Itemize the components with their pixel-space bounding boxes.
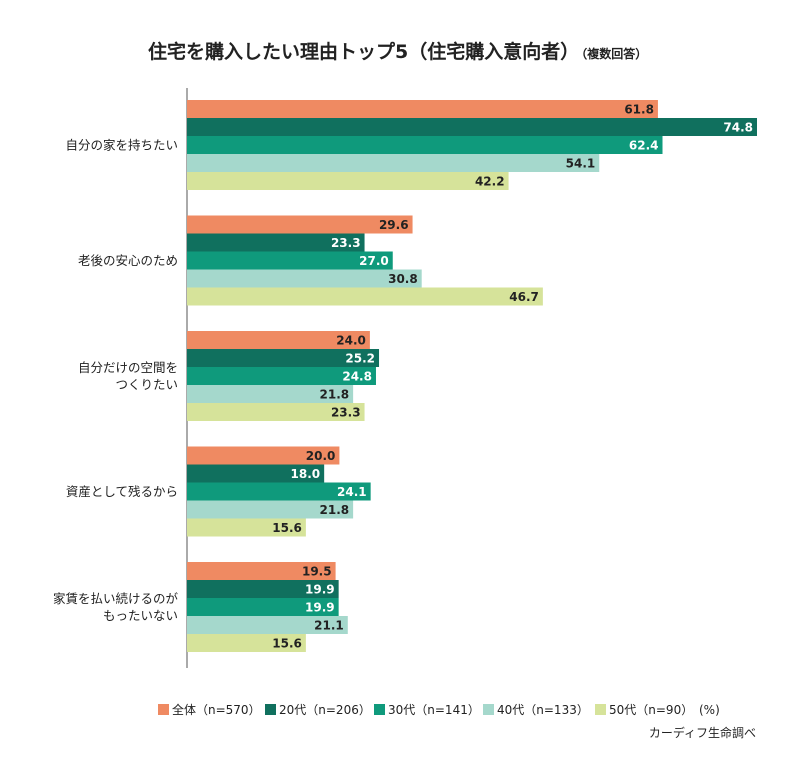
bar [187, 349, 380, 367]
bar-value-label: 21.8 [320, 503, 350, 517]
bar-value-label: 23.3 [331, 406, 361, 420]
bar [187, 215, 413, 234]
legend-label: 50代（n=90） [609, 703, 693, 717]
bar-value-label: 15.6 [272, 521, 302, 535]
chart-title: 住宅を購入したい理由トップ5（住宅購入意向者） （複数回答） [148, 40, 647, 63]
bar [187, 500, 354, 519]
bar [187, 367, 376, 385]
bar [187, 251, 393, 270]
legend-swatch [158, 704, 169, 715]
bar [187, 136, 663, 154]
bar [187, 634, 306, 652]
legend-swatch [265, 704, 276, 715]
bar [187, 518, 306, 537]
bar-value-label: 24.1 [337, 485, 367, 499]
bar [187, 118, 757, 136]
bar [187, 616, 348, 634]
category-label: 自分の家を持ちたい [65, 138, 178, 153]
bar-value-label: 24.0 [336, 334, 366, 348]
legend-label: 20代（n=206） [279, 703, 371, 717]
legend: 全体（n=570） 20代（n=206） 30代（n=141） 40代（n=133） 5… [158, 702, 693, 717]
bar [187, 100, 658, 118]
bar [187, 385, 354, 403]
chart-title-main: 住宅を購入したい理由トップ5（住宅購入意向者） [148, 40, 579, 63]
bar-value-label: 19.9 [305, 583, 335, 597]
bar [187, 269, 422, 288]
bar [187, 287, 543, 306]
bar [187, 562, 336, 580]
bar-value-label: 25.2 [345, 352, 375, 366]
legend-label: 全体（n=570） [172, 702, 261, 717]
legend-swatch [374, 704, 385, 715]
bar [187, 580, 339, 598]
bar-value-label: 30.8 [388, 272, 418, 286]
bar-value-label: 46.7 [509, 290, 539, 304]
source-label: カーディフ生命調べ [649, 725, 756, 740]
bar-value-label: 19.5 [302, 565, 332, 579]
bar-value-label: 54.1 [566, 157, 596, 171]
bar-value-label: 24.8 [342, 370, 372, 384]
bar-value-label: 62.4 [629, 139, 659, 153]
category-label: 老後の安心のため [78, 253, 178, 268]
bar [187, 446, 340, 465]
bar [187, 172, 509, 190]
bar-value-label: 42.2 [475, 175, 505, 189]
bar [187, 154, 600, 172]
category-label: つくりたい [115, 377, 178, 392]
bar [187, 331, 370, 349]
legend-swatch [595, 704, 606, 715]
bar [187, 598, 339, 616]
bar-value-label: 19.9 [305, 601, 335, 615]
bar-value-label: 29.6 [379, 218, 409, 232]
bar-value-label: 21.1 [314, 619, 344, 633]
bar-value-label: 18.0 [291, 467, 321, 481]
category-label: 自分だけの空間を [78, 360, 178, 375]
legend-label: 40代（n=133） [497, 703, 589, 717]
category-label: 資産として残るから [66, 484, 178, 499]
bar-value-label: 23.3 [331, 236, 361, 250]
bar [187, 464, 325, 483]
bar-value-label: 20.0 [306, 449, 336, 463]
bar [187, 403, 365, 421]
category-labels: 自分の家を持ちたい老後の安心のため自分だけの空間をつくりたい資産として残るから家… [53, 138, 179, 624]
bar [187, 233, 365, 252]
bar-value-label: 61.8 [624, 103, 654, 117]
category-label: もったいない [103, 608, 178, 623]
bar-value-label: 74.8 [723, 121, 753, 135]
bar [187, 482, 371, 501]
chart-subtitle: （複数回答） [581, 46, 647, 61]
bars-group: 61.8 74.8 62.4 54.1 42.2 29.6 23.3 27.0 30.8 46.7… [187, 100, 757, 652]
bar-value-label: 21.8 [320, 388, 350, 402]
legend-swatch [483, 704, 494, 715]
legend-label: 30代（n=141） [388, 703, 480, 717]
unit-label: (%) [699, 703, 720, 717]
bar-value-label: 15.6 [272, 637, 302, 651]
category-label: 家賃を払い続けるのが [53, 591, 179, 606]
bar-value-label: 27.0 [359, 254, 389, 268]
